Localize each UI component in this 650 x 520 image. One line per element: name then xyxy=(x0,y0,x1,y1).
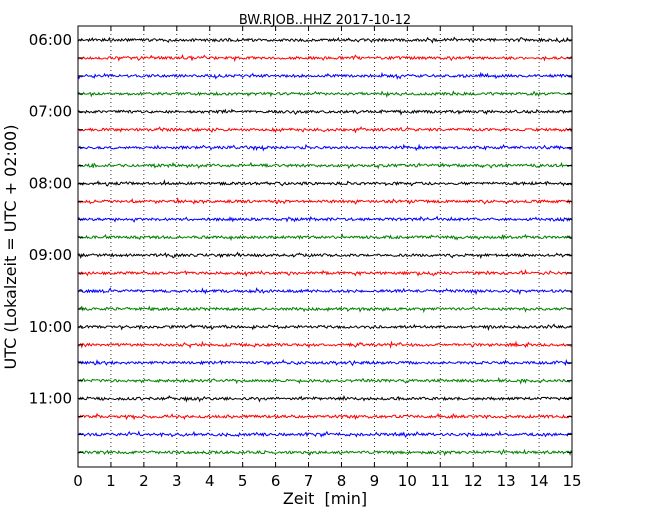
trace-0645 xyxy=(77,90,573,99)
trace-0715 xyxy=(77,126,573,134)
x-tick-label: 5 xyxy=(238,472,248,490)
x-tick-label: 9 xyxy=(370,472,380,490)
grid-lines xyxy=(110,26,540,467)
trace-0815 xyxy=(77,197,573,205)
trace-1145 xyxy=(77,448,573,457)
tick-layer: 0 1 2 3 4 5 6 7 8 9 10 11 12 13 14 1506:0007:0008:0009:… xyxy=(29,26,582,490)
trace-0745 xyxy=(77,161,573,170)
trace-layer xyxy=(77,36,573,457)
x-tick-label: 11 xyxy=(431,472,450,490)
y-tick-label: 07:00 xyxy=(29,103,72,121)
trace-1045 xyxy=(77,376,573,385)
x-tick-label: 2 xyxy=(139,472,149,490)
y-tick-label: 08:00 xyxy=(29,174,72,192)
trace-1000 xyxy=(77,323,573,332)
x-tick-label: 8 xyxy=(337,472,347,490)
x-tick-label: 14 xyxy=(530,472,549,490)
y-tick-label: 11:00 xyxy=(29,390,72,408)
x-tick-label: 6 xyxy=(271,472,281,490)
trace-0930 xyxy=(77,287,573,296)
x-tick-label: 15 xyxy=(562,472,581,490)
y-tick-label: 09:00 xyxy=(29,246,72,264)
trace-1015 xyxy=(77,340,573,349)
trace-0830 xyxy=(77,215,573,223)
trace-1030 xyxy=(77,358,573,367)
y-tick-label: 10:00 xyxy=(29,318,72,336)
x-axis-title: Zeit [min] xyxy=(283,489,367,508)
y-tick-label: 06:00 xyxy=(29,31,72,49)
x-tick-label: 1 xyxy=(106,472,116,490)
x-tick-label: 7 xyxy=(304,472,314,490)
x-tick-label: 0 xyxy=(73,472,83,490)
trace-0915 xyxy=(77,268,573,278)
trace-0800 xyxy=(77,179,573,187)
trace-0730 xyxy=(77,143,573,152)
trace-0945 xyxy=(77,305,573,314)
trace-0900 xyxy=(77,251,573,260)
x-tick-label: 12 xyxy=(464,472,483,490)
y-axis-title: UTC (Lokalzeit = UTC + 02:00) xyxy=(1,125,20,370)
trace-0845 xyxy=(77,233,573,242)
trace-0600 xyxy=(77,36,573,44)
trace-1100 xyxy=(77,394,573,403)
trace-0700 xyxy=(77,108,573,116)
trace-0615 xyxy=(77,53,573,63)
plot-frame xyxy=(77,25,573,468)
trace-1130 xyxy=(77,430,573,439)
trace-1115 xyxy=(77,412,573,421)
x-tick-label: 13 xyxy=(497,472,516,490)
x-tick-label: 3 xyxy=(172,472,182,490)
x-tick-label: 10 xyxy=(398,472,417,490)
chart-title: BW.RJOB..HHZ 2017-10-12 xyxy=(239,13,411,28)
x-tick-label: 4 xyxy=(205,472,215,490)
trace-0630 xyxy=(77,71,573,80)
